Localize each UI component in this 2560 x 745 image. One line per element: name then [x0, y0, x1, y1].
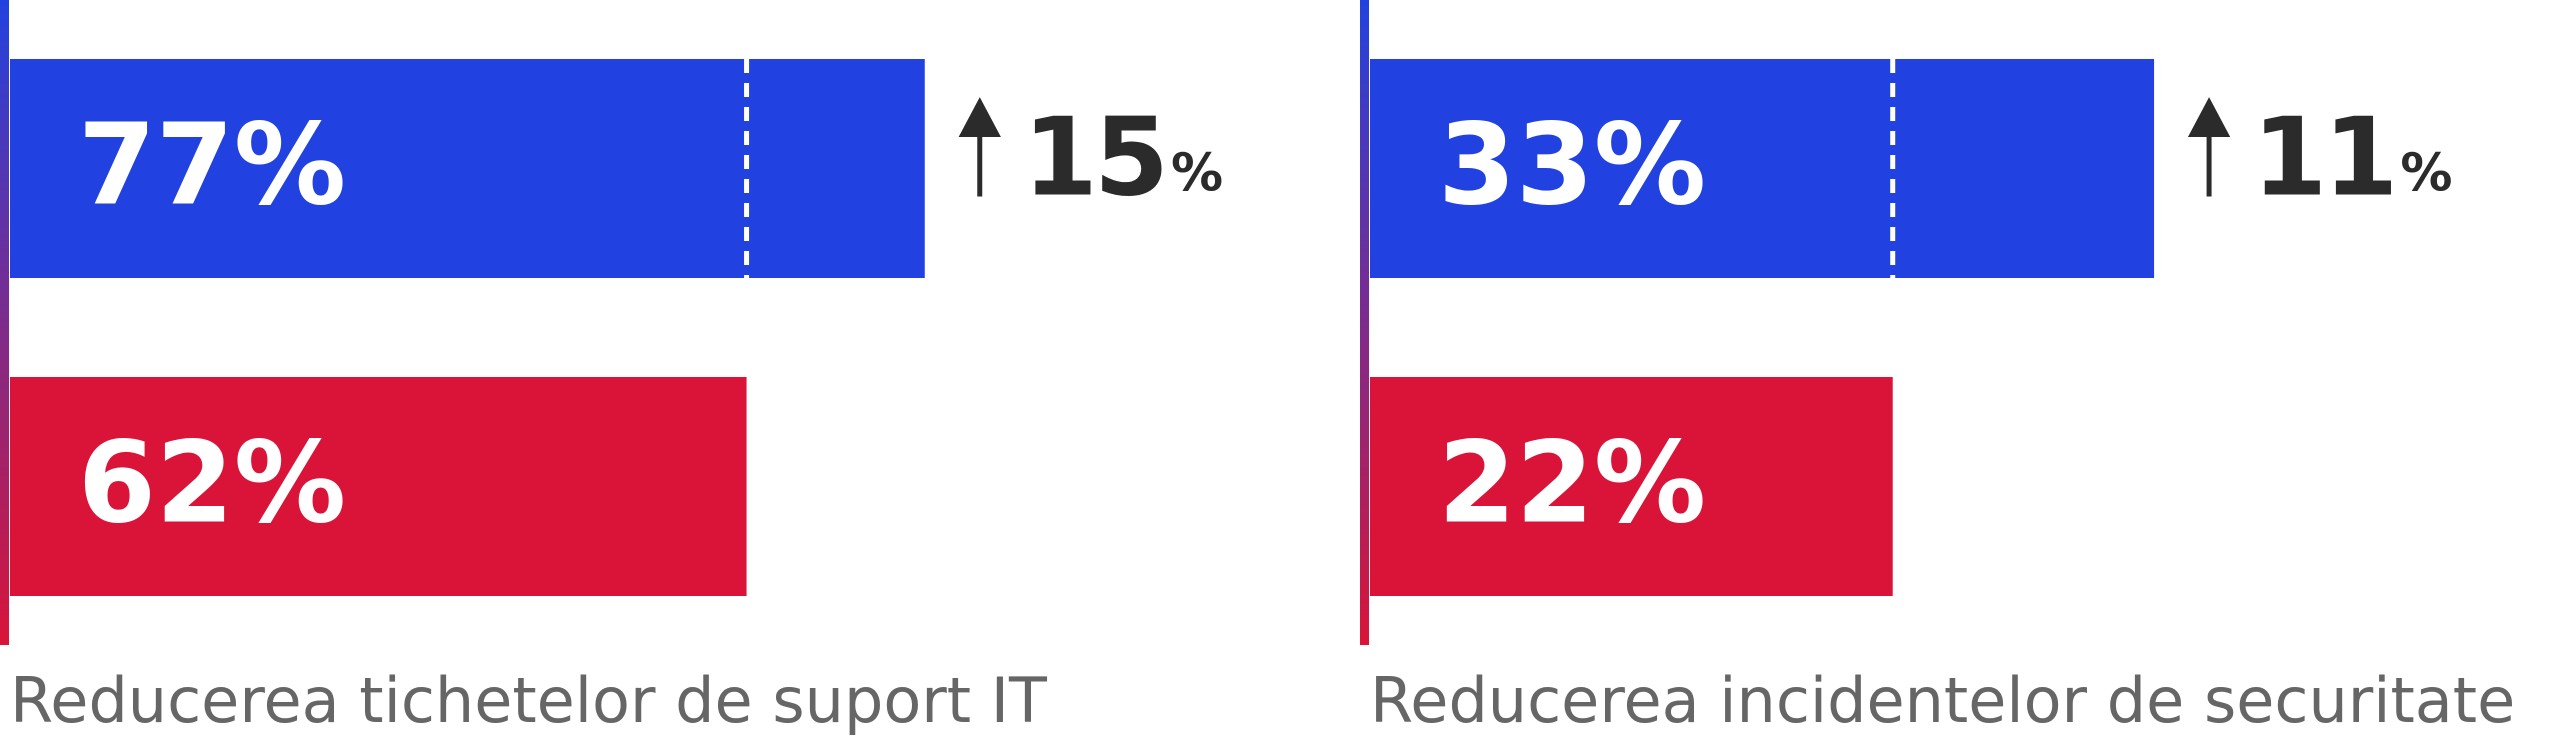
bar	[1370, 59, 2155, 278]
delta-unit: %	[1171, 144, 1223, 204]
axis-line	[1360, 0, 1369, 645]
bar	[1370, 377, 1893, 596]
value-label: 33%	[1438, 100, 1706, 230]
delta-arrow	[958, 97, 1001, 197]
delta-value: 11	[2252, 95, 2394, 220]
x-axis-label: Reducerea tichetelor de suport IT	[10, 664, 1048, 737]
bar	[10, 377, 747, 596]
delta-arrow	[2187, 97, 2231, 197]
value-label: 62%	[78, 418, 346, 548]
delta-value: 15	[1023, 95, 1165, 220]
value-label: 22%	[1438, 418, 1706, 548]
x-axis-label: Reducerea incidentelor de securitate	[1370, 664, 2515, 737]
axis-line	[0, 0, 9, 645]
value-label: 77%	[78, 100, 346, 230]
delta-unit: %	[2400, 144, 2452, 204]
bar	[10, 59, 925, 278]
